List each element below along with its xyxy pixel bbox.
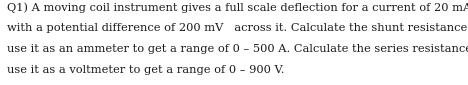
Text: Q1) A moving coil instrument gives a full scale deflection for a current of 20 m: Q1) A moving coil instrument gives a ful… — [7, 3, 468, 13]
Text: use it as a voltmeter to get a range of 0 – 900 V.: use it as a voltmeter to get a range of … — [7, 65, 285, 75]
Text: use it as an ammeter to get a range of 0 – 500 A. Calculate the series resistanc: use it as an ammeter to get a range of 0… — [7, 44, 468, 54]
Text: with a potential difference of 200 mV   across it. Calculate the shunt resistanc: with a potential difference of 200 mV ac… — [7, 23, 468, 33]
